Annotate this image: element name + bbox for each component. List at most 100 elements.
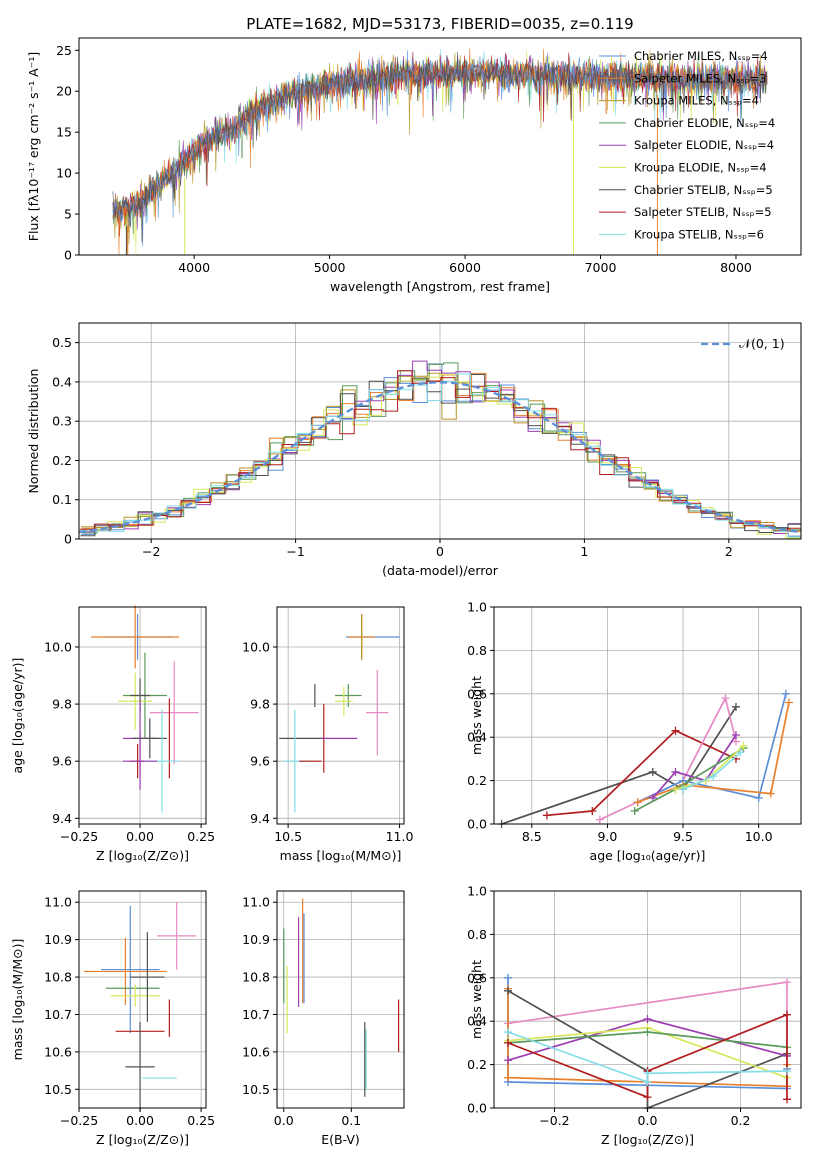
age-vs-metallicity-chart: −0.25 0.00 0.25 9.4 9.6 9.8 10.0 Z [log₁₀(Z/Z⊙)… bbox=[10, 605, 215, 863]
normal-curve bbox=[78, 381, 802, 534]
legend-label: Salpeter STELIB, Nₛₛₚ=5 bbox=[634, 205, 772, 219]
legend-label: Kroupa ELODIE, Nₛₛₚ=4 bbox=[634, 161, 767, 175]
x-tick-label: 10.5 bbox=[274, 829, 302, 844]
x-tick-label: −0.25 bbox=[60, 829, 98, 844]
weight-line bbox=[637, 702, 790, 804]
weight-marker bbox=[781, 689, 790, 698]
weight-line bbox=[501, 706, 737, 825]
weight-marker bbox=[731, 731, 740, 740]
y-tick-label: 0 bbox=[64, 248, 72, 263]
y-axis-label: age [log₁₀(age/yr)] bbox=[10, 658, 25, 774]
x-tick-label: 0.00 bbox=[126, 829, 154, 844]
axes-frame bbox=[276, 606, 405, 825]
legend-label: Salpeter ELODIE, Nₛₛₚ=4 bbox=[634, 138, 774, 152]
y-tick-label: 11.0 bbox=[44, 895, 72, 910]
x-axis-label: age [log₁₀(age/yr)] bbox=[590, 848, 706, 863]
weight-marker bbox=[671, 726, 680, 735]
x-axis-label: E(B-V) bbox=[321, 1132, 360, 1147]
weight-marker bbox=[643, 1093, 652, 1102]
weight-marker bbox=[721, 694, 730, 703]
x-tick-label: 0.25 bbox=[187, 1113, 215, 1128]
x-tick-label: 1 bbox=[580, 544, 588, 559]
weight-marker bbox=[643, 1028, 652, 1037]
y-tick-label: 0.6 bbox=[467, 686, 487, 701]
spectrum-line bbox=[112, 51, 768, 243]
x-axis-label: Z [log₁₀(Z/Z⊙)] bbox=[601, 1132, 694, 1147]
y-tick-label: 11.0 bbox=[242, 895, 270, 910]
y-tick-label: 10.7 bbox=[44, 1007, 72, 1022]
y-tick-label: 9.8 bbox=[250, 697, 270, 712]
y-tick-label: 0.4 bbox=[467, 1014, 487, 1029]
y-axis-label: mass [log₁₀(M/M⊙)] bbox=[10, 939, 25, 1061]
x-tick-label: −1 bbox=[286, 544, 304, 559]
y-tick-label: 0.4 bbox=[52, 374, 72, 389]
x-tick-label: 11.0 bbox=[386, 829, 414, 844]
weight-marker bbox=[739, 741, 748, 750]
weight-marker bbox=[671, 785, 680, 794]
y-tick-label: 9.8 bbox=[52, 697, 72, 712]
y-tick-label: 9.6 bbox=[52, 754, 72, 769]
x-axis-label: mass [log₁₀(M/M⊙)] bbox=[280, 848, 402, 863]
weight-marker bbox=[784, 698, 793, 707]
y-tick-label: 1.0 bbox=[467, 884, 487, 899]
weight-marker bbox=[679, 785, 688, 794]
y-tick-label: 0.8 bbox=[467, 927, 487, 942]
y-tick-label: 5 bbox=[64, 207, 72, 222]
y-tick-label: 0.2 bbox=[467, 773, 487, 788]
weight-marker bbox=[630, 806, 639, 815]
x-axis-label: Z [log₁₀(Z/Z⊙)] bbox=[96, 1132, 189, 1147]
x-tick-label: 6000 bbox=[449, 260, 481, 275]
weight-marker bbox=[503, 986, 512, 995]
y-tick-label: 10.5 bbox=[44, 1082, 72, 1097]
y-axis-label: Normed distribution bbox=[26, 369, 41, 494]
weight-line bbox=[652, 734, 737, 799]
x-tick-label: 8.5 bbox=[522, 829, 542, 844]
y-axis-label: mass weight bbox=[469, 960, 484, 1039]
y-tick-label: 10.6 bbox=[242, 1044, 270, 1059]
weight-marker bbox=[643, 1015, 652, 1024]
weight-marker bbox=[783, 978, 792, 987]
x-tick-label: 0 bbox=[436, 544, 444, 559]
figure-title: PLATE=1682, MJD=53173, FIBERID=0035, z=0… bbox=[246, 15, 633, 33]
x-tick-label: 10.0 bbox=[745, 829, 773, 844]
weight-marker bbox=[709, 772, 718, 781]
x-tick-label: 2 bbox=[725, 544, 733, 559]
weight-vs-metallicity-chart: −0.2 0.0 0.2 0.0 0.2 0.4 0.6 0.8 1.0 Z [log₁₀(Z/Z… bbox=[467, 884, 802, 1147]
weight-marker bbox=[783, 1010, 792, 1019]
y-tick-label: 0.4 bbox=[467, 730, 487, 745]
y-tick-label: 0.8 bbox=[467, 643, 487, 658]
weight-marker bbox=[643, 1069, 652, 1078]
y-axis-label: mass weight bbox=[469, 676, 484, 755]
weight-marker bbox=[754, 793, 763, 802]
mass-vs-metallicity-chart: −0.25 0.00 0.25 10.5 10.6 10.7 10.8 10.9 11.0 Z [… bbox=[10, 890, 215, 1147]
weight-marker bbox=[542, 811, 551, 820]
residual-histogram bbox=[79, 370, 801, 531]
axes-frame bbox=[276, 890, 405, 1109]
axes-frame bbox=[78, 890, 207, 1109]
x-tick-label: 0.1 bbox=[341, 1113, 361, 1128]
x-tick-label: −0.25 bbox=[60, 1113, 98, 1128]
axes-frame bbox=[78, 37, 802, 256]
x-tick-label: 0.2 bbox=[731, 1113, 751, 1128]
residual-histogram bbox=[80, 360, 801, 534]
weight-marker bbox=[503, 1038, 512, 1047]
y-tick-label: 0.3 bbox=[52, 414, 72, 429]
weight-marker bbox=[643, 1077, 652, 1086]
weight-marker bbox=[671, 767, 680, 776]
y-tick-label: 9.4 bbox=[52, 811, 72, 826]
axes-frame bbox=[78, 606, 207, 825]
x-tick-label: 9.0 bbox=[597, 829, 617, 844]
y-axis-label: Flux [fλ10⁻¹⁷ erg cm⁻² s⁻¹ A⁻¹] bbox=[26, 52, 41, 241]
weight-marker bbox=[503, 1056, 512, 1065]
weight-marker bbox=[766, 789, 775, 798]
legend-label: Chabrier MILES, Nₛₛₚ=4 bbox=[634, 49, 768, 63]
x-axis-label: (data-model)/error bbox=[382, 563, 499, 578]
y-tick-label: 0.1 bbox=[52, 492, 72, 507]
x-tick-label: 0.0 bbox=[638, 1113, 658, 1128]
x-tick-label: 5000 bbox=[314, 260, 346, 275]
x-tick-label: 0.25 bbox=[187, 829, 215, 844]
axes-frame bbox=[493, 606, 802, 825]
legend-label: 𝒩(0, 1) bbox=[739, 336, 785, 351]
mass-vs-reddening-chart: 0.0 0.1 10.5 10.6 10.7 10.8 10.9 11.0 E(B-V) bbox=[242, 890, 405, 1147]
